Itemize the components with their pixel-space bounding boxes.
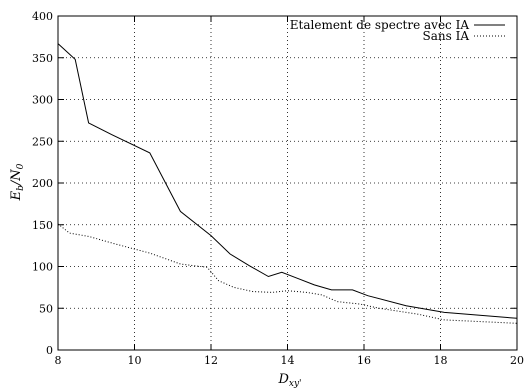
grid [58, 16, 517, 350]
y-tick-label: 300 [32, 94, 53, 107]
x-tick-label: 14 [281, 354, 295, 367]
y-tick-label: 200 [32, 177, 53, 190]
series-line-2 [57, 223, 518, 324]
y-tick-label: 350 [32, 52, 53, 65]
axis-ticks [57, 15, 518, 351]
y-axis-label: Eb/N0 [9, 163, 26, 201]
series [57, 43, 518, 324]
y-tick-label: 150 [32, 219, 53, 232]
x-tick-label: 8 [55, 354, 62, 367]
x-tick-label: 18 [434, 354, 448, 367]
y-tick-label: 100 [32, 261, 53, 274]
legend-label-2: Sans IA [423, 29, 470, 43]
y-tick-label: 50 [39, 302, 53, 315]
series-line-1 [57, 43, 518, 319]
x-tick-label: 10 [128, 354, 142, 367]
x-axis-label: Dxy' [277, 372, 301, 388]
x-tick-label: 20 [510, 354, 524, 367]
y-tick-label: 400 [32, 10, 53, 23]
legend-label-1: Etalement de spectre avec IA [290, 18, 470, 32]
x-tick-label: 16 [357, 354, 371, 367]
y-tick-label: 250 [32, 135, 53, 148]
y-tick-label: 0 [46, 344, 53, 357]
x-tick-label: 12 [204, 354, 218, 367]
